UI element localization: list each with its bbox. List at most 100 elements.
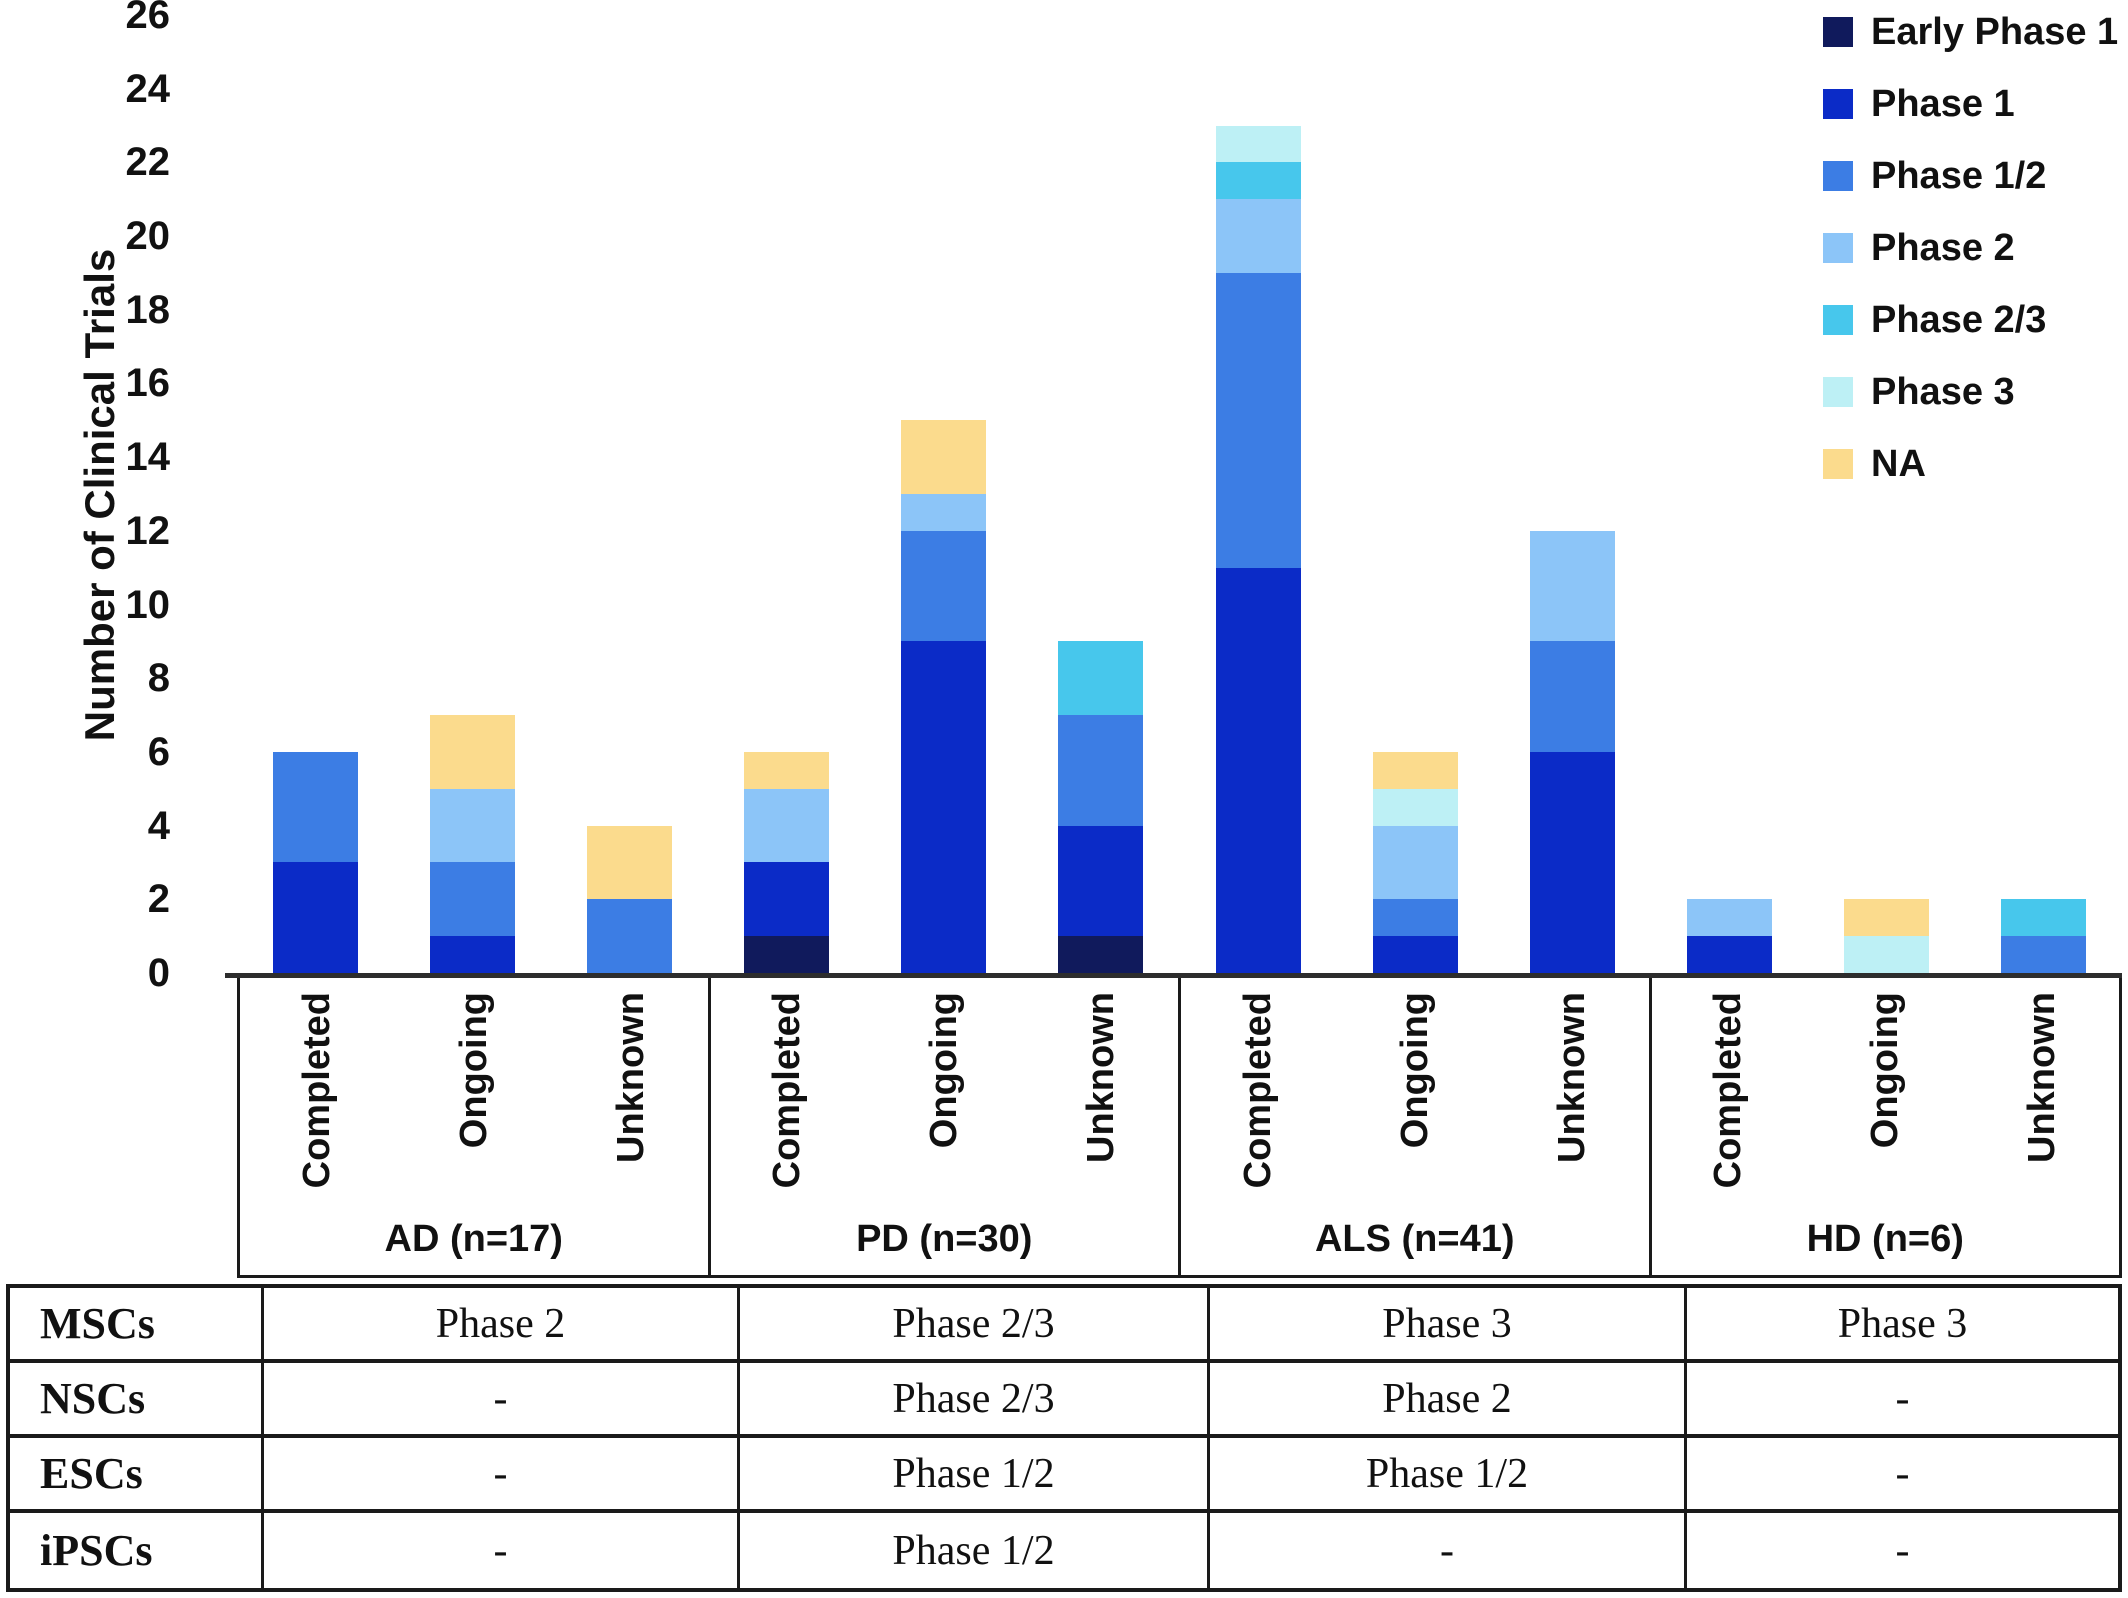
- bar-segment-phase-1-2: [1529, 641, 1615, 752]
- group-label: AD (n=17): [384, 1218, 563, 1260]
- y-tick-label: 14: [125, 435, 171, 480]
- phase-cell: -: [1210, 1513, 1687, 1588]
- status-label: Completed: [1707, 992, 1750, 1189]
- bar-als-completed: [1215, 125, 1301, 973]
- bar-pd-completed: [744, 751, 830, 973]
- row-header-mscs: MSCs: [10, 1288, 264, 1363]
- legend-swatch-icon: [1823, 377, 1853, 407]
- bar-segment-phase-1: [1686, 936, 1772, 973]
- bar-segment-phase-1: [744, 862, 830, 937]
- y-tick-label: 2: [147, 877, 170, 922]
- bar-segment-phase-2: [1686, 899, 1772, 937]
- phase-cell: -: [264, 1513, 740, 1588]
- legend-label: Phase 1: [1871, 83, 2015, 125]
- legend-item: Phase 2: [1823, 226, 2118, 270]
- legend-label: Phase 1/2: [1871, 155, 2047, 197]
- bar-segment-phase-1-2: [1058, 715, 1144, 826]
- phase-table: MSCs Phase 2 Phase 2/3 Phase 3 Phase 3 NSCs - P…: [6, 1284, 2122, 1592]
- y-tick-label: 4: [147, 803, 170, 848]
- bar-segment-phase-1: [1058, 825, 1144, 937]
- status-label: Ongoing: [923, 992, 966, 1149]
- status-label: Ongoing: [452, 992, 495, 1149]
- bar-segment-phase-1: [1215, 567, 1301, 973]
- bar-segment-phase-2: [901, 493, 987, 531]
- legend-item: Phase 1: [1823, 82, 2118, 126]
- bar-segment-phase-2-3: [1058, 641, 1144, 716]
- legend-item: Phase 3: [1823, 370, 2118, 414]
- phase-cell: -: [264, 1363, 740, 1438]
- phase-cell: Phase 2/3: [740, 1363, 1210, 1438]
- bar-segment-na: [430, 715, 516, 789]
- status-label: Unknown: [2021, 992, 2064, 1163]
- group-als: Completed Ongoing Unknown ALS (n=41): [1181, 978, 1652, 1275]
- y-tick-label: 8: [147, 656, 170, 701]
- row-header-nscs: NSCs: [10, 1363, 264, 1438]
- bar-segment-phase-1-2: [587, 899, 673, 973]
- y-tick-label: 18: [125, 287, 171, 332]
- status-label: Unknown: [1550, 992, 1593, 1163]
- status-label: Completed: [1236, 992, 1279, 1189]
- phase-cell: -: [1687, 1438, 2118, 1513]
- legend-swatch-icon: [1823, 305, 1853, 335]
- bar-pd-unknown: [1058, 641, 1144, 973]
- y-tick-label: 6: [147, 729, 170, 774]
- legend-swatch-icon: [1823, 161, 1853, 191]
- bar-segment-phase-2: [744, 788, 830, 863]
- y-tick-label: 12: [125, 508, 171, 553]
- bar-ad-completed: [273, 751, 359, 973]
- legend-label: NA: [1871, 443, 1926, 485]
- bar-hd-ongoing: [1843, 899, 1929, 973]
- bar-pd-ongoing: [901, 420, 987, 973]
- legend-swatch-icon: [1823, 89, 1853, 119]
- phase-cell: Phase 3: [1687, 1288, 2118, 1363]
- bar-segment-phase-3: [1843, 936, 1929, 973]
- y-tick-label: 26: [125, 0, 171, 37]
- bar-segment-na: [1372, 751, 1458, 789]
- bar-segment-phase-1-2: [430, 862, 516, 937]
- bar-segment-phase-1: [1372, 936, 1458, 973]
- bar-segment-phase-2: [430, 788, 516, 863]
- y-tick-label: 22: [125, 140, 171, 185]
- legend-item: Phase 1/2: [1823, 154, 2118, 198]
- bar-segment-phase-1-2: [1372, 899, 1458, 937]
- legend-label: Phase 3: [1871, 371, 2015, 413]
- bar-segment-phase-1: [1529, 751, 1615, 973]
- phase-cell: -: [1687, 1363, 2118, 1438]
- legend-label: Phase 2/3: [1871, 299, 2047, 341]
- row-header-ipscs: iPSCs: [10, 1513, 264, 1588]
- row-header-escs: ESCs: [10, 1438, 264, 1513]
- bar-segment-phase-1-2: [2000, 936, 2086, 973]
- bar-segment-phase-2-3: [2000, 899, 2086, 937]
- legend-label: Phase 2: [1871, 227, 2015, 269]
- phase-cell: -: [1687, 1513, 2118, 1588]
- group-label: ALS (n=41): [1314, 1218, 1515, 1260]
- bar-ad-unknown: [587, 825, 673, 973]
- group-label: PD (n=30): [856, 1218, 1033, 1260]
- bar-segment-na: [1843, 899, 1929, 937]
- y-tick-label: 20: [125, 214, 171, 259]
- phase-cell: Phase 3: [1210, 1288, 1687, 1363]
- bar-segment-phase-3: [1215, 125, 1301, 163]
- bar-segment-phase-2-3: [1215, 162, 1301, 200]
- phase-cell: Phase 2: [264, 1288, 740, 1363]
- phase-cell: -: [264, 1438, 740, 1513]
- phase-cell: Phase 1/2: [740, 1438, 1210, 1513]
- status-label: Completed: [766, 992, 809, 1189]
- status-label: Completed: [295, 992, 338, 1189]
- legend: Early Phase 1 Phase 1 Phase 1/2 Phase 2 Phas…: [1823, 10, 2118, 514]
- bar-segment-phase-2: [1372, 825, 1458, 900]
- bar-segment-early-phase-1: [1058, 936, 1144, 973]
- bar-hd-completed: [1686, 899, 1772, 973]
- y-tick-label: 0: [147, 951, 170, 995]
- group-ad: Completed Ongoing Unknown AD (n=17): [240, 978, 711, 1275]
- bar-segment-phase-1-2: [901, 530, 987, 642]
- bar-segment-phase-1: [273, 862, 359, 973]
- y-tick-label: 16: [125, 361, 171, 406]
- y-tick-label: 10: [125, 582, 171, 627]
- phase-cell: Phase 2: [1210, 1363, 1687, 1438]
- legend-swatch-icon: [1823, 449, 1853, 479]
- legend-swatch-icon: [1823, 17, 1853, 47]
